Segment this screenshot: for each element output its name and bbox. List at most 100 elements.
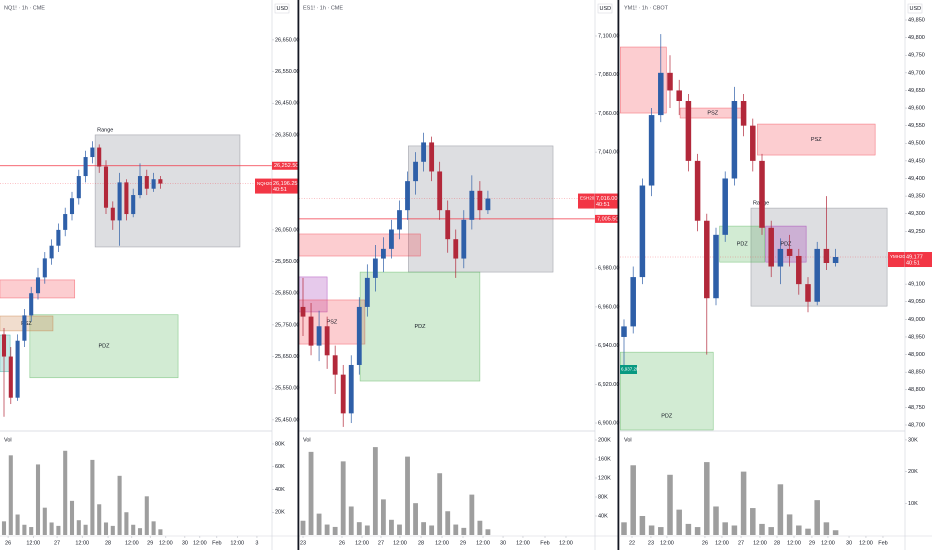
candle-body bbox=[63, 214, 68, 230]
x-tick-label: 12:00 bbox=[75, 540, 89, 546]
last-price-box bbox=[595, 193, 618, 209]
volume-bar bbox=[777, 484, 784, 535]
candle-body bbox=[340, 374, 346, 414]
candle-body bbox=[42, 258, 47, 278]
x-tick-label: 12:00 bbox=[516, 540, 530, 546]
candle-body bbox=[1, 334, 7, 357]
volume-bar bbox=[29, 527, 34, 535]
countdown-label: 40:51 bbox=[906, 260, 920, 266]
candle-body bbox=[332, 355, 338, 375]
zone-label: Range bbox=[97, 127, 113, 133]
volume-bar bbox=[421, 522, 427, 535]
candle-body bbox=[97, 147, 102, 167]
volume-bar bbox=[97, 504, 102, 535]
volume-bar bbox=[786, 514, 793, 535]
side-label-box bbox=[620, 365, 637, 374]
candle-body bbox=[69, 198, 75, 215]
symbol-label: ESH2026 bbox=[580, 196, 600, 201]
zone-label: PDZ bbox=[661, 413, 673, 419]
x-tick-label: 12:00 bbox=[715, 540, 729, 546]
volume-bar bbox=[832, 530, 839, 535]
candle-body bbox=[300, 306, 306, 317]
candle-body bbox=[137, 176, 143, 196]
candle-body bbox=[110, 207, 115, 221]
volume-bar bbox=[768, 527, 774, 535]
countdown-label: 40:51 bbox=[596, 202, 610, 208]
candle-body bbox=[832, 257, 839, 264]
candle-body bbox=[445, 210, 451, 240]
y-tick-label: 25,450.00 bbox=[275, 417, 299, 423]
candle-body bbox=[759, 160, 765, 228]
candle-body bbox=[630, 277, 636, 327]
candle-body bbox=[308, 316, 314, 346]
candle-body bbox=[15, 340, 20, 398]
zone-label: PDZ bbox=[414, 324, 426, 330]
volume-bar bbox=[694, 527, 701, 535]
x-tick-label: 12:00 bbox=[26, 540, 40, 546]
volume-bar bbox=[676, 509, 682, 535]
candle-body bbox=[477, 190, 483, 211]
y-tick-label: 25,850.00 bbox=[275, 291, 299, 297]
candle-body bbox=[83, 157, 88, 177]
y-tick-label: 49,700 bbox=[908, 70, 925, 76]
candle-body bbox=[639, 185, 646, 278]
x-tick-label: 12:00 bbox=[559, 540, 573, 546]
y-tick-label: 26,650.00 bbox=[275, 37, 299, 43]
last-price-box bbox=[905, 252, 932, 268]
y-tick-label: 25,750.00 bbox=[275, 322, 299, 328]
y-tick-label: 25,650.00 bbox=[275, 354, 299, 360]
y-tick-label: 49,800 bbox=[908, 35, 925, 41]
candle-body bbox=[814, 248, 820, 302]
zone bbox=[757, 123, 876, 156]
y-tick-label: 26,550.00 bbox=[275, 69, 299, 75]
plot-area: Range PDZ PSZ bbox=[0, 127, 272, 535]
volume-bar bbox=[469, 494, 475, 535]
candle-body bbox=[348, 364, 354, 414]
price-label-box bbox=[595, 214, 618, 223]
price-axis-bg bbox=[595, 0, 618, 550]
volume-bar bbox=[722, 522, 728, 535]
candle-body bbox=[823, 248, 830, 264]
x-tick-label: 12:00 bbox=[476, 540, 490, 546]
volume-bar bbox=[731, 525, 738, 535]
candle-body bbox=[740, 101, 747, 126]
y-tick-label: 6,940.00 bbox=[598, 343, 619, 349]
volume-title: Vol bbox=[624, 437, 632, 443]
volume-bar bbox=[639, 515, 646, 535]
candle-body bbox=[805, 284, 811, 302]
zone bbox=[299, 276, 328, 313]
y-tick-label: 25,950.00 bbox=[275, 259, 299, 265]
candle-body bbox=[796, 255, 802, 285]
x-tick-label: 12:00 bbox=[787, 540, 801, 546]
volume-tick-label: 40K bbox=[598, 513, 608, 519]
x-tick-label: 12:00 bbox=[435, 540, 449, 546]
candle-body bbox=[777, 248, 784, 267]
zone bbox=[29, 314, 179, 379]
last-price-label: 49,177 bbox=[906, 254, 923, 260]
volume-bar bbox=[124, 512, 129, 535]
last-price-box bbox=[272, 178, 298, 194]
candle-body bbox=[131, 195, 136, 215]
x-tick-label: 28 bbox=[418, 540, 424, 546]
volume-bar bbox=[364, 525, 370, 535]
x-tick-label: 26 bbox=[5, 540, 11, 546]
x-tick-label: 23 bbox=[300, 540, 306, 546]
symbol-label: YMH2026 bbox=[890, 254, 911, 259]
volume-bar bbox=[316, 513, 322, 535]
volume-bar bbox=[713, 506, 719, 535]
currency-box bbox=[597, 3, 613, 14]
last-price-label: 26,196.25 bbox=[273, 181, 297, 187]
zone bbox=[620, 351, 714, 431]
candle-body bbox=[151, 179, 156, 189]
x-tick-label: 12:00 bbox=[159, 540, 173, 546]
volume-bar bbox=[823, 522, 830, 535]
plot-area: PSZPSZRangePDZPDZPDZ bbox=[620, 34, 905, 535]
volume-bar bbox=[740, 471, 747, 535]
volume-bar bbox=[380, 499, 386, 535]
y-tick-label: 6,920.00 bbox=[598, 382, 619, 388]
candle-body bbox=[658, 72, 664, 116]
candle-body bbox=[8, 356, 13, 398]
candle-body bbox=[421, 142, 427, 162]
volume-bar bbox=[56, 525, 61, 535]
volume-bar bbox=[658, 527, 664, 535]
